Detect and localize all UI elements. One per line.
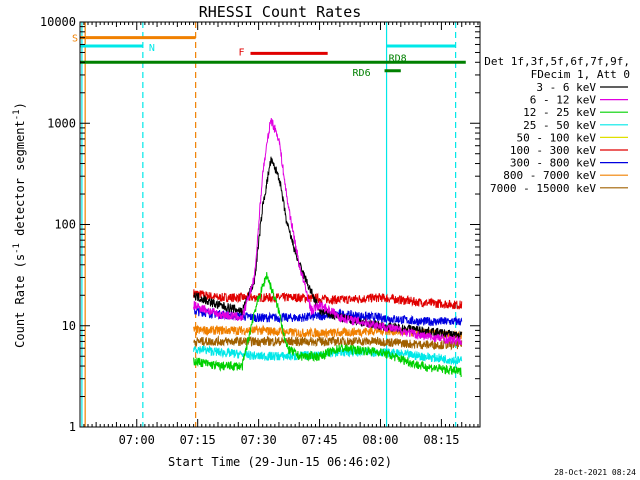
y-axis-label-main: Count Rate (s	[13, 254, 27, 348]
series-line-5	[193, 272, 463, 378]
y-axis-label: Count Rate (s-1 detector segment-1)	[12, 102, 27, 348]
y-tick-label: 10	[62, 319, 76, 333]
legend-entry-label: 7000 - 15000 keV	[490, 182, 596, 195]
attenuator-bars: S N F RD8 RD6	[72, 34, 466, 79]
legend-entry-label: 6 - 12 keV	[530, 94, 597, 107]
x-tick-label: 07:00	[119, 433, 155, 447]
state-label-s: S	[72, 34, 78, 45]
x-tick-label: 08:00	[362, 433, 398, 447]
legend-entry-label: 800 - 7000 keV	[503, 169, 596, 182]
legend-entry-label: 50 - 100 keV	[517, 131, 597, 144]
x-axis-label: Start Time (29-Jun-15 06:46:02)	[168, 455, 392, 469]
y-tick-label: 1	[69, 420, 76, 434]
legend-entry-label: 25 - 50 keV	[523, 119, 596, 132]
y-tick-label: 1000	[47, 116, 76, 130]
legend-entry-label: 300 - 800 keV	[510, 157, 596, 170]
x-tick-label: 07:15	[180, 433, 216, 447]
y-axis-label-sup2: -1	[12, 109, 22, 120]
y-axis-label-end: )	[13, 102, 27, 109]
series-line-3	[193, 334, 463, 351]
legend-header-line: FDecim 1, Att 0	[531, 68, 630, 81]
x-tick-label: 07:45	[301, 433, 337, 447]
y-tick-label: 100	[54, 218, 76, 232]
axis-ticks: 07:00 07:15 07:30 07:45 08:00 08:15 1 10 100 1000…	[40, 15, 480, 447]
y-tick-label: 10000	[40, 15, 76, 29]
series-line-4	[193, 344, 463, 366]
state-label-n: N	[149, 43, 155, 54]
series-layer	[193, 117, 463, 378]
y-axis-label-sup: -1	[12, 243, 22, 254]
x-tick-label: 08:15	[423, 433, 459, 447]
vertical-markers	[81, 22, 457, 427]
y-axis-label-rest: detector segment	[13, 120, 27, 243]
state-label-f: F	[238, 47, 244, 58]
footer-timestamp: 28-Oct-2021 08:24	[554, 468, 636, 477]
legend-entry-label: 12 - 25 keV	[523, 106, 596, 119]
chart-title: RHESSI Count Rates	[199, 3, 362, 21]
x-tick-label: 07:30	[241, 433, 277, 447]
legend-header-line: Det 1f,3f,5f,6f,7f,9f,	[484, 55, 630, 68]
legend-entry-label: 100 - 300 keV	[510, 144, 596, 157]
series-line-0	[193, 289, 463, 310]
series-line-7	[193, 117, 463, 346]
legend: Det 1f,3f,5f,6f,7f,9f,FDecim 1, Att 03 -…	[484, 55, 630, 195]
state-label-rd6: RD6	[353, 68, 371, 79]
legend-entry-label: 3 - 6 keV	[536, 81, 596, 94]
state-label-rd8: RD8	[389, 53, 407, 64]
